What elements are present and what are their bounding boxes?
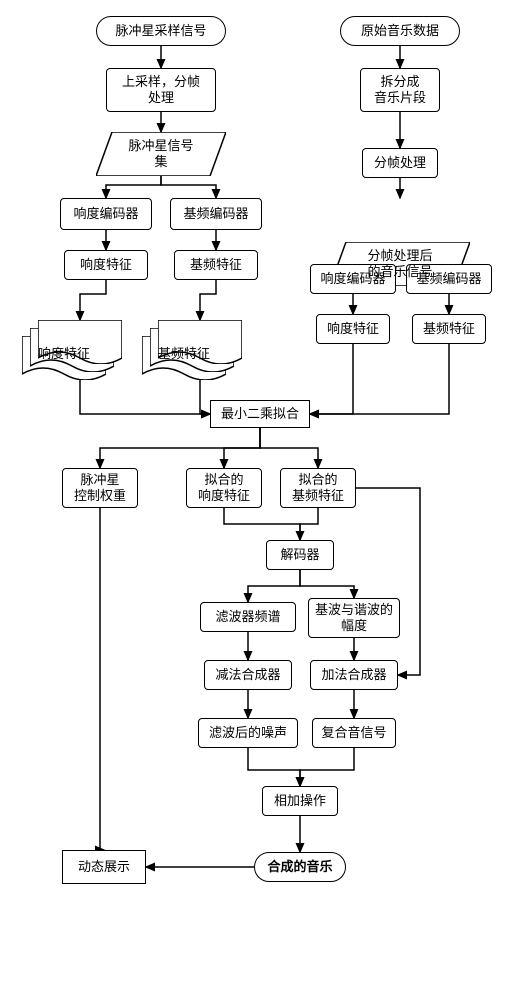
n_pitch_feat_l: 基频特征 <box>174 250 258 280</box>
n_filt_noise: 滤波后的噪声 <box>198 718 298 748</box>
n_loud_feat_l: 响度特征 <box>64 250 148 280</box>
n_pitch_doc: 基频特征 <box>158 320 242 364</box>
n_fit_pitch: 拟合的基频特征 <box>280 468 356 508</box>
n_music_data: 原始音乐数据 <box>340 16 460 46</box>
n_pitch_feat_r: 基频特征 <box>412 314 486 344</box>
n_add_op: 相加操作 <box>262 786 338 816</box>
n_pulsar_set: 脉冲星信号集 <box>96 132 226 176</box>
n_loud_enc_l: 响度编码器 <box>60 198 152 230</box>
n_harm_amp: 基波与谐波的幅度 <box>308 598 400 638</box>
n_split_music: 拆分成音乐片段 <box>360 68 440 112</box>
n_sub_synth: 减法合成器 <box>204 660 292 690</box>
n_lsq: 最小二乘拟合 <box>210 400 310 428</box>
n_loud_feat_r: 响度特征 <box>316 314 390 344</box>
n_filter_spec: 滤波器频谱 <box>200 602 296 632</box>
n_comp_sig: 复合音信号 <box>312 718 396 748</box>
n_ctrl_weight: 脉冲星控制权重 <box>62 468 138 508</box>
n_frame_music: 分帧处理 <box>362 148 438 178</box>
n_pitch_enc_l: 基频编码器 <box>170 198 262 230</box>
n_pulsar_signal: 脉冲星采样信号 <box>96 16 226 46</box>
n_dyn_show: 动态展示 <box>62 850 146 884</box>
n_music_sig: 分帧处理后的音乐信号 <box>330 242 470 286</box>
n_fit_loud: 拟合的响度特征 <box>186 468 262 508</box>
n_upsample: 上采样，分帧处理 <box>106 68 216 112</box>
n_loud_doc: 响度特征 <box>38 320 122 364</box>
n_decoder: 解码器 <box>266 540 334 570</box>
n_add_synth: 加法合成器 <box>310 660 398 690</box>
n_syn_music: 合成的音乐 <box>254 852 346 882</box>
